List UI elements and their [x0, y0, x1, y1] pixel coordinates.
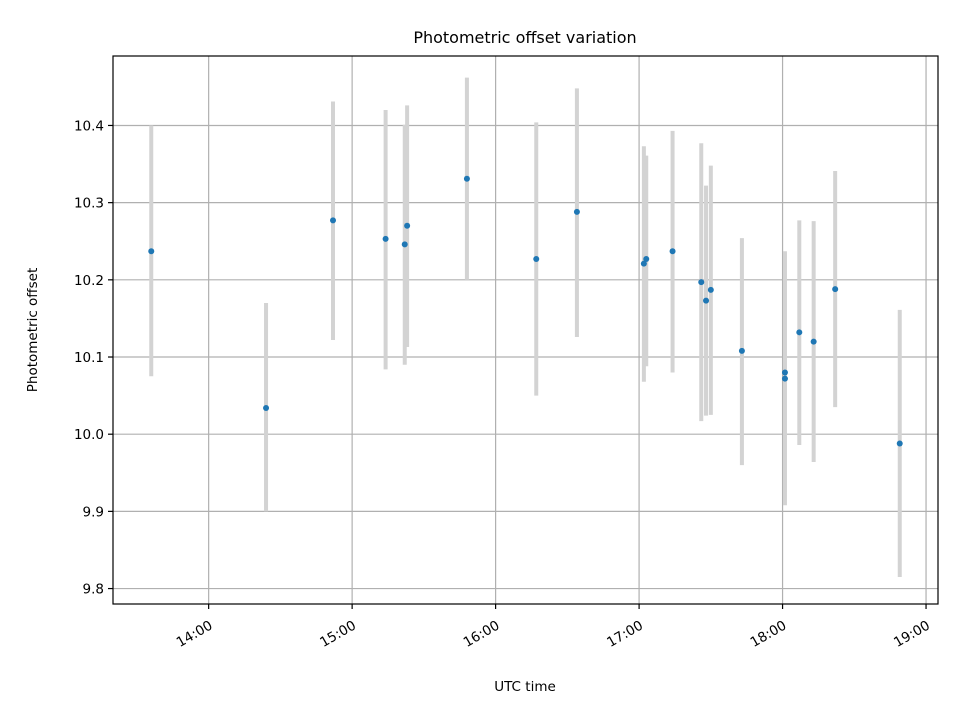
data-point: [643, 255, 650, 262]
y-tick-label: 9.9: [83, 504, 104, 520]
data-point: [832, 286, 839, 293]
data-point: [148, 248, 155, 255]
y-tick-label: 9.8: [83, 582, 104, 598]
y-tick-label: 10.0: [74, 427, 104, 443]
data-point: [738, 347, 745, 354]
data-point: [401, 241, 408, 248]
data-point: [263, 404, 270, 411]
plot-frame: [112, 55, 939, 605]
data-points: [148, 175, 903, 447]
data-point: [330, 217, 336, 224]
y-tick-label: 10.3: [74, 196, 104, 212]
y-tick-label: 10.4: [74, 118, 104, 134]
data-point: [533, 255, 540, 262]
y-axis-label: Photometric offset: [25, 268, 41, 392]
data-point: [703, 297, 710, 304]
data-point: [640, 260, 647, 267]
data-point: [810, 338, 817, 345]
data-point: [463, 175, 470, 182]
data-point: [404, 222, 411, 229]
y-axis-ticks: 9.8 9.9 10.0 10.1 10.2 10.3 10.4: [74, 118, 113, 598]
x-axis-label: UTC time: [494, 679, 556, 695]
data-point: [781, 375, 788, 382]
data-point: [698, 279, 705, 286]
data-point: [573, 208, 580, 215]
data-point: [669, 248, 676, 255]
data-point: [707, 286, 714, 293]
y-tick-label: 10.1: [74, 350, 104, 366]
chart-title: Photometric offset variation: [413, 28, 636, 47]
data-point: [781, 369, 788, 376]
data-point: [796, 329, 803, 336]
y-tick-label: 10.2: [74, 273, 104, 289]
data-point: [382, 235, 389, 242]
data-point: [896, 440, 903, 447]
